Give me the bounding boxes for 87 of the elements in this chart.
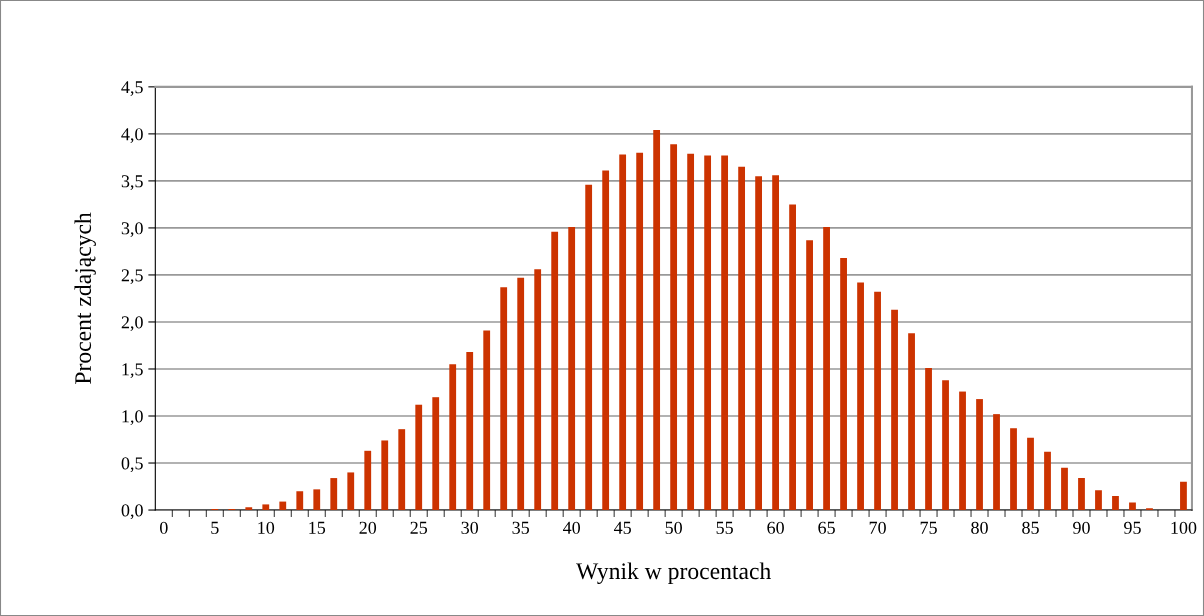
x-tick-label: 45 bbox=[613, 521, 631, 534]
x-tick-label: 95 bbox=[1124, 521, 1141, 534]
bar bbox=[704, 155, 712, 511]
x-tick-label: 85 bbox=[1022, 521, 1039, 534]
bar bbox=[296, 491, 304, 511]
x-tick-label: 100 bbox=[1171, 521, 1197, 534]
x-axis-title: Wynik w procentach bbox=[576, 562, 771, 585]
bar bbox=[721, 155, 729, 511]
bar bbox=[806, 240, 813, 511]
bar bbox=[636, 152, 644, 511]
x-tick-label: 60 bbox=[767, 521, 784, 534]
x-tick-label: 50 bbox=[665, 521, 682, 534]
bar bbox=[1180, 481, 1187, 511]
y-tick-label: 4,5 bbox=[121, 81, 143, 96]
x-tick-label: 75 bbox=[920, 521, 937, 534]
x-tick-label: 0 bbox=[159, 521, 168, 534]
bar bbox=[483, 330, 491, 511]
bar bbox=[772, 175, 779, 511]
bar bbox=[330, 478, 338, 511]
y-tick-label: 3,0 bbox=[121, 222, 143, 237]
bar bbox=[925, 368, 932, 511]
y-tick-label: 0,0 bbox=[121, 504, 143, 520]
bar bbox=[1129, 502, 1136, 511]
bar bbox=[398, 429, 406, 511]
bar bbox=[279, 501, 287, 511]
bar bbox=[857, 282, 864, 511]
bar bbox=[568, 226, 576, 511]
bar bbox=[908, 333, 915, 511]
y-tick-label: 2,0 bbox=[121, 316, 143, 331]
bar bbox=[500, 287, 508, 511]
bar bbox=[415, 404, 423, 511]
bar bbox=[993, 414, 1000, 511]
y-tick-label: 1,5 bbox=[122, 363, 143, 379]
bar bbox=[585, 184, 593, 511]
x-tick-label: 55 bbox=[716, 521, 733, 534]
bar bbox=[840, 258, 847, 511]
y-tick-label: 4,0 bbox=[121, 128, 143, 143]
x-tick-label: 25 bbox=[410, 521, 428, 534]
bar bbox=[534, 269, 542, 511]
bar bbox=[942, 380, 949, 511]
bar bbox=[364, 450, 372, 511]
bar bbox=[449, 364, 457, 511]
bar bbox=[1010, 428, 1017, 511]
x-tick-label: 35 bbox=[512, 521, 530, 534]
bar bbox=[347, 472, 355, 511]
bar bbox=[959, 391, 966, 511]
bar bbox=[381, 440, 389, 511]
bar bbox=[551, 231, 559, 511]
x-tick-label: 10 bbox=[258, 521, 275, 534]
bar bbox=[891, 309, 898, 511]
x-tick-label: 20 bbox=[359, 521, 377, 534]
bar bbox=[262, 504, 270, 511]
x-tick-label: 90 bbox=[1073, 521, 1090, 534]
y-tick-label: 0,5 bbox=[121, 457, 143, 473]
bar bbox=[1061, 467, 1068, 511]
bar bbox=[432, 397, 440, 511]
bar bbox=[738, 166, 746, 511]
x-tick-label: 65 bbox=[818, 521, 835, 534]
bar bbox=[1027, 437, 1034, 511]
bar bbox=[1044, 451, 1051, 511]
bar bbox=[755, 176, 763, 511]
bar bbox=[670, 144, 678, 511]
bar bbox=[466, 352, 474, 511]
y-tick-label: 3,5 bbox=[121, 175, 143, 190]
bar bbox=[517, 277, 525, 511]
bar bbox=[976, 399, 983, 511]
x-tick-label: 5 bbox=[211, 521, 219, 534]
x-tick-label: 30 bbox=[461, 521, 479, 534]
bar bbox=[313, 489, 321, 511]
bar bbox=[823, 226, 830, 511]
bar bbox=[619, 154, 627, 511]
x-tick-label: 40 bbox=[563, 521, 581, 534]
bar bbox=[874, 291, 881, 511]
x-tick-label: 15 bbox=[309, 521, 326, 534]
y-tick-label: 2,5 bbox=[121, 269, 143, 284]
bar bbox=[1078, 478, 1085, 511]
bar bbox=[687, 153, 695, 511]
y-tick-label: 1,0 bbox=[122, 410, 143, 426]
bar bbox=[1112, 495, 1119, 511]
bar bbox=[653, 130, 661, 511]
y-axis-title: Procent zdających bbox=[74, 212, 96, 384]
bar bbox=[1095, 490, 1102, 511]
bar bbox=[602, 170, 610, 511]
x-tick-label: 80 bbox=[971, 521, 988, 534]
x-tick-label: 70 bbox=[869, 521, 886, 534]
bar bbox=[789, 204, 796, 511]
bar bbox=[245, 507, 253, 511]
